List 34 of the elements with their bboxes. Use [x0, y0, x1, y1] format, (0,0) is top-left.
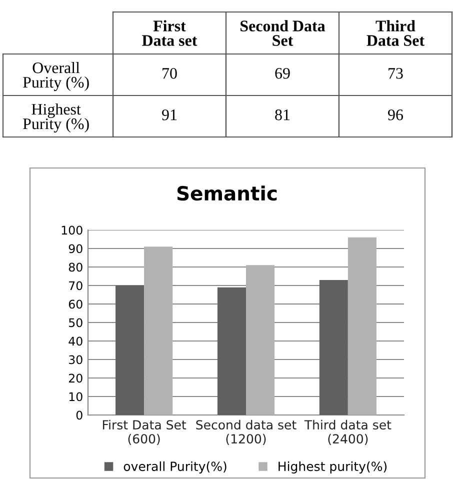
y-tick-label: 50 [69, 318, 82, 328]
data-label: 73 [388, 68, 403, 79]
y-tick-label: Overall Purity (%) [23, 62, 89, 91]
bar [319, 280, 348, 415]
x-tick-label: Third data set (2400) [304, 420, 392, 446]
data-label: 70 [162, 68, 177, 79]
y-tick-label: 70 [69, 281, 82, 290]
chart-title: Semantic [177, 186, 277, 201]
y-tick-label: Highest Purity (%) [23, 103, 89, 133]
y-tick-label: 20 [68, 374, 82, 383]
y-tick-label: 100 [62, 226, 82, 235]
y-tick-label: 10 [69, 392, 82, 402]
bar [348, 237, 376, 415]
x-tick-label: First Data Set (600) [102, 420, 186, 446]
bar [116, 286, 144, 415]
y-tick-label: 0 [76, 410, 82, 420]
y-tick-label: 30 [69, 355, 82, 364]
x-tick-label: Second data set (1200) [196, 420, 296, 446]
data-label: 69 [275, 68, 290, 79]
data-label: 81 [275, 109, 290, 120]
data-label: 96 [388, 110, 404, 120]
y-tick-label: 80 [68, 262, 82, 272]
bar [144, 246, 173, 415]
data-label: 91 [162, 110, 177, 120]
bar [217, 287, 246, 415]
legend-label: overall Purity(%) [124, 461, 226, 474]
bar [246, 265, 275, 415]
y-tick-label: 60 [68, 300, 82, 309]
y-tick-label: 90 [68, 244, 82, 254]
x-tick-label: First Data set [142, 20, 198, 46]
legend-label: Highest purity(%) [278, 461, 387, 474]
y-tick-label: 40 [68, 336, 82, 346]
x-tick-label: Third Data Set [366, 20, 424, 46]
x-tick-label: Second Data Set [240, 20, 326, 46]
